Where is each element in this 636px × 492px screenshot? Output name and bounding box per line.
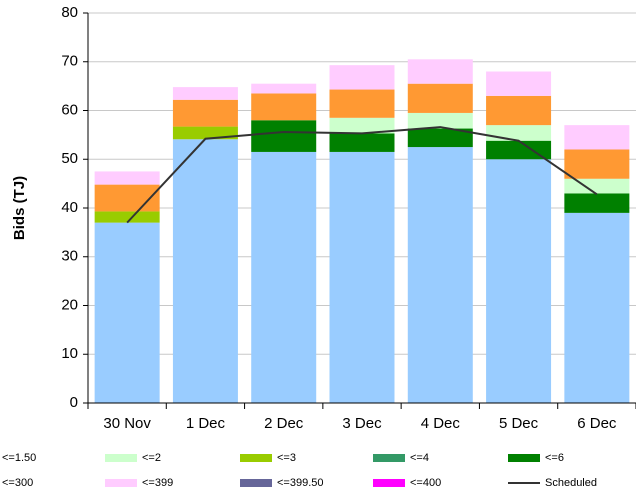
bar-segment <box>486 159 552 403</box>
bar-segment <box>486 125 552 141</box>
y-tick-label: 40 <box>61 199 78 216</box>
y-tick-label: 50 <box>61 150 78 167</box>
x-tick-label: 5 Dec <box>499 415 539 432</box>
x-tick-label: 1 Dec <box>186 415 226 432</box>
bar-segment <box>329 117 395 134</box>
bar-segment <box>251 120 317 152</box>
legend-label: Scheduled <box>545 477 597 489</box>
bar-segment <box>407 128 473 148</box>
x-tick-label: 6 Dec <box>577 415 617 432</box>
bar-segment <box>407 83 473 113</box>
bar-segment <box>94 222 160 403</box>
line-series <box>126 126 598 224</box>
legend-swatch <box>105 479 137 487</box>
bar-segment <box>94 171 160 185</box>
bar-segment <box>172 87 238 100</box>
bar-segment <box>407 59 473 84</box>
legend-label: <=399.50 <box>277 477 324 489</box>
bar-segment <box>486 71 552 96</box>
x-tick-label: 2 Dec <box>264 415 304 432</box>
x-tick-label: 30 Nov <box>103 415 151 432</box>
bar-segment <box>251 93 317 121</box>
legend-swatch <box>105 454 137 462</box>
y-axis-label: Bids (TJ) <box>11 176 28 240</box>
bar-segment <box>564 178 630 194</box>
legend-swatch <box>508 454 540 462</box>
legend-swatch <box>373 479 405 487</box>
bar-segment <box>564 193 630 213</box>
legend-label: <=1.50 <box>2 452 36 464</box>
legend-label: <=2 <box>142 452 161 464</box>
bar-segment <box>329 65 395 90</box>
y-tick-label: 60 <box>61 101 78 118</box>
bar-segment <box>329 151 395 403</box>
y-tick-label: 10 <box>61 345 78 362</box>
bar-segment <box>564 149 630 179</box>
legend-swatch <box>240 479 272 487</box>
legend-swatch <box>373 454 405 462</box>
bar-segment <box>329 89 395 118</box>
y-tick-label: 80 <box>61 4 78 21</box>
bar-segment <box>251 151 317 403</box>
bar-segment <box>564 212 630 403</box>
legend-label: <=3 <box>277 452 296 464</box>
bar-segment <box>94 211 160 223</box>
legend-label: <=4 <box>410 452 429 464</box>
bar-segment <box>407 147 473 403</box>
legend-label: <=400 <box>410 477 441 489</box>
legend-label: <=6 <box>545 452 564 464</box>
bar-segment <box>407 112 473 129</box>
legend-swatch <box>240 454 272 462</box>
x-tick-label: 3 Dec <box>342 415 382 432</box>
x-tick-label: 4 Dec <box>421 415 461 432</box>
y-tick-label: 70 <box>61 53 78 70</box>
bar-segment <box>486 140 552 160</box>
legend-label: <=300 <box>2 477 33 489</box>
bar-segment <box>329 133 395 152</box>
bar-segment <box>251 83 317 94</box>
bar-segment <box>172 126 238 140</box>
legend-label: <=399 <box>142 477 173 489</box>
bar-segment <box>172 99 238 127</box>
y-tick-label: 0 <box>70 394 78 411</box>
y-tick-label: 20 <box>61 296 78 313</box>
bar-segment <box>564 125 630 150</box>
bar-segment <box>486 95 552 126</box>
bar-segment <box>172 139 238 403</box>
y-tick-label: 30 <box>61 248 78 265</box>
